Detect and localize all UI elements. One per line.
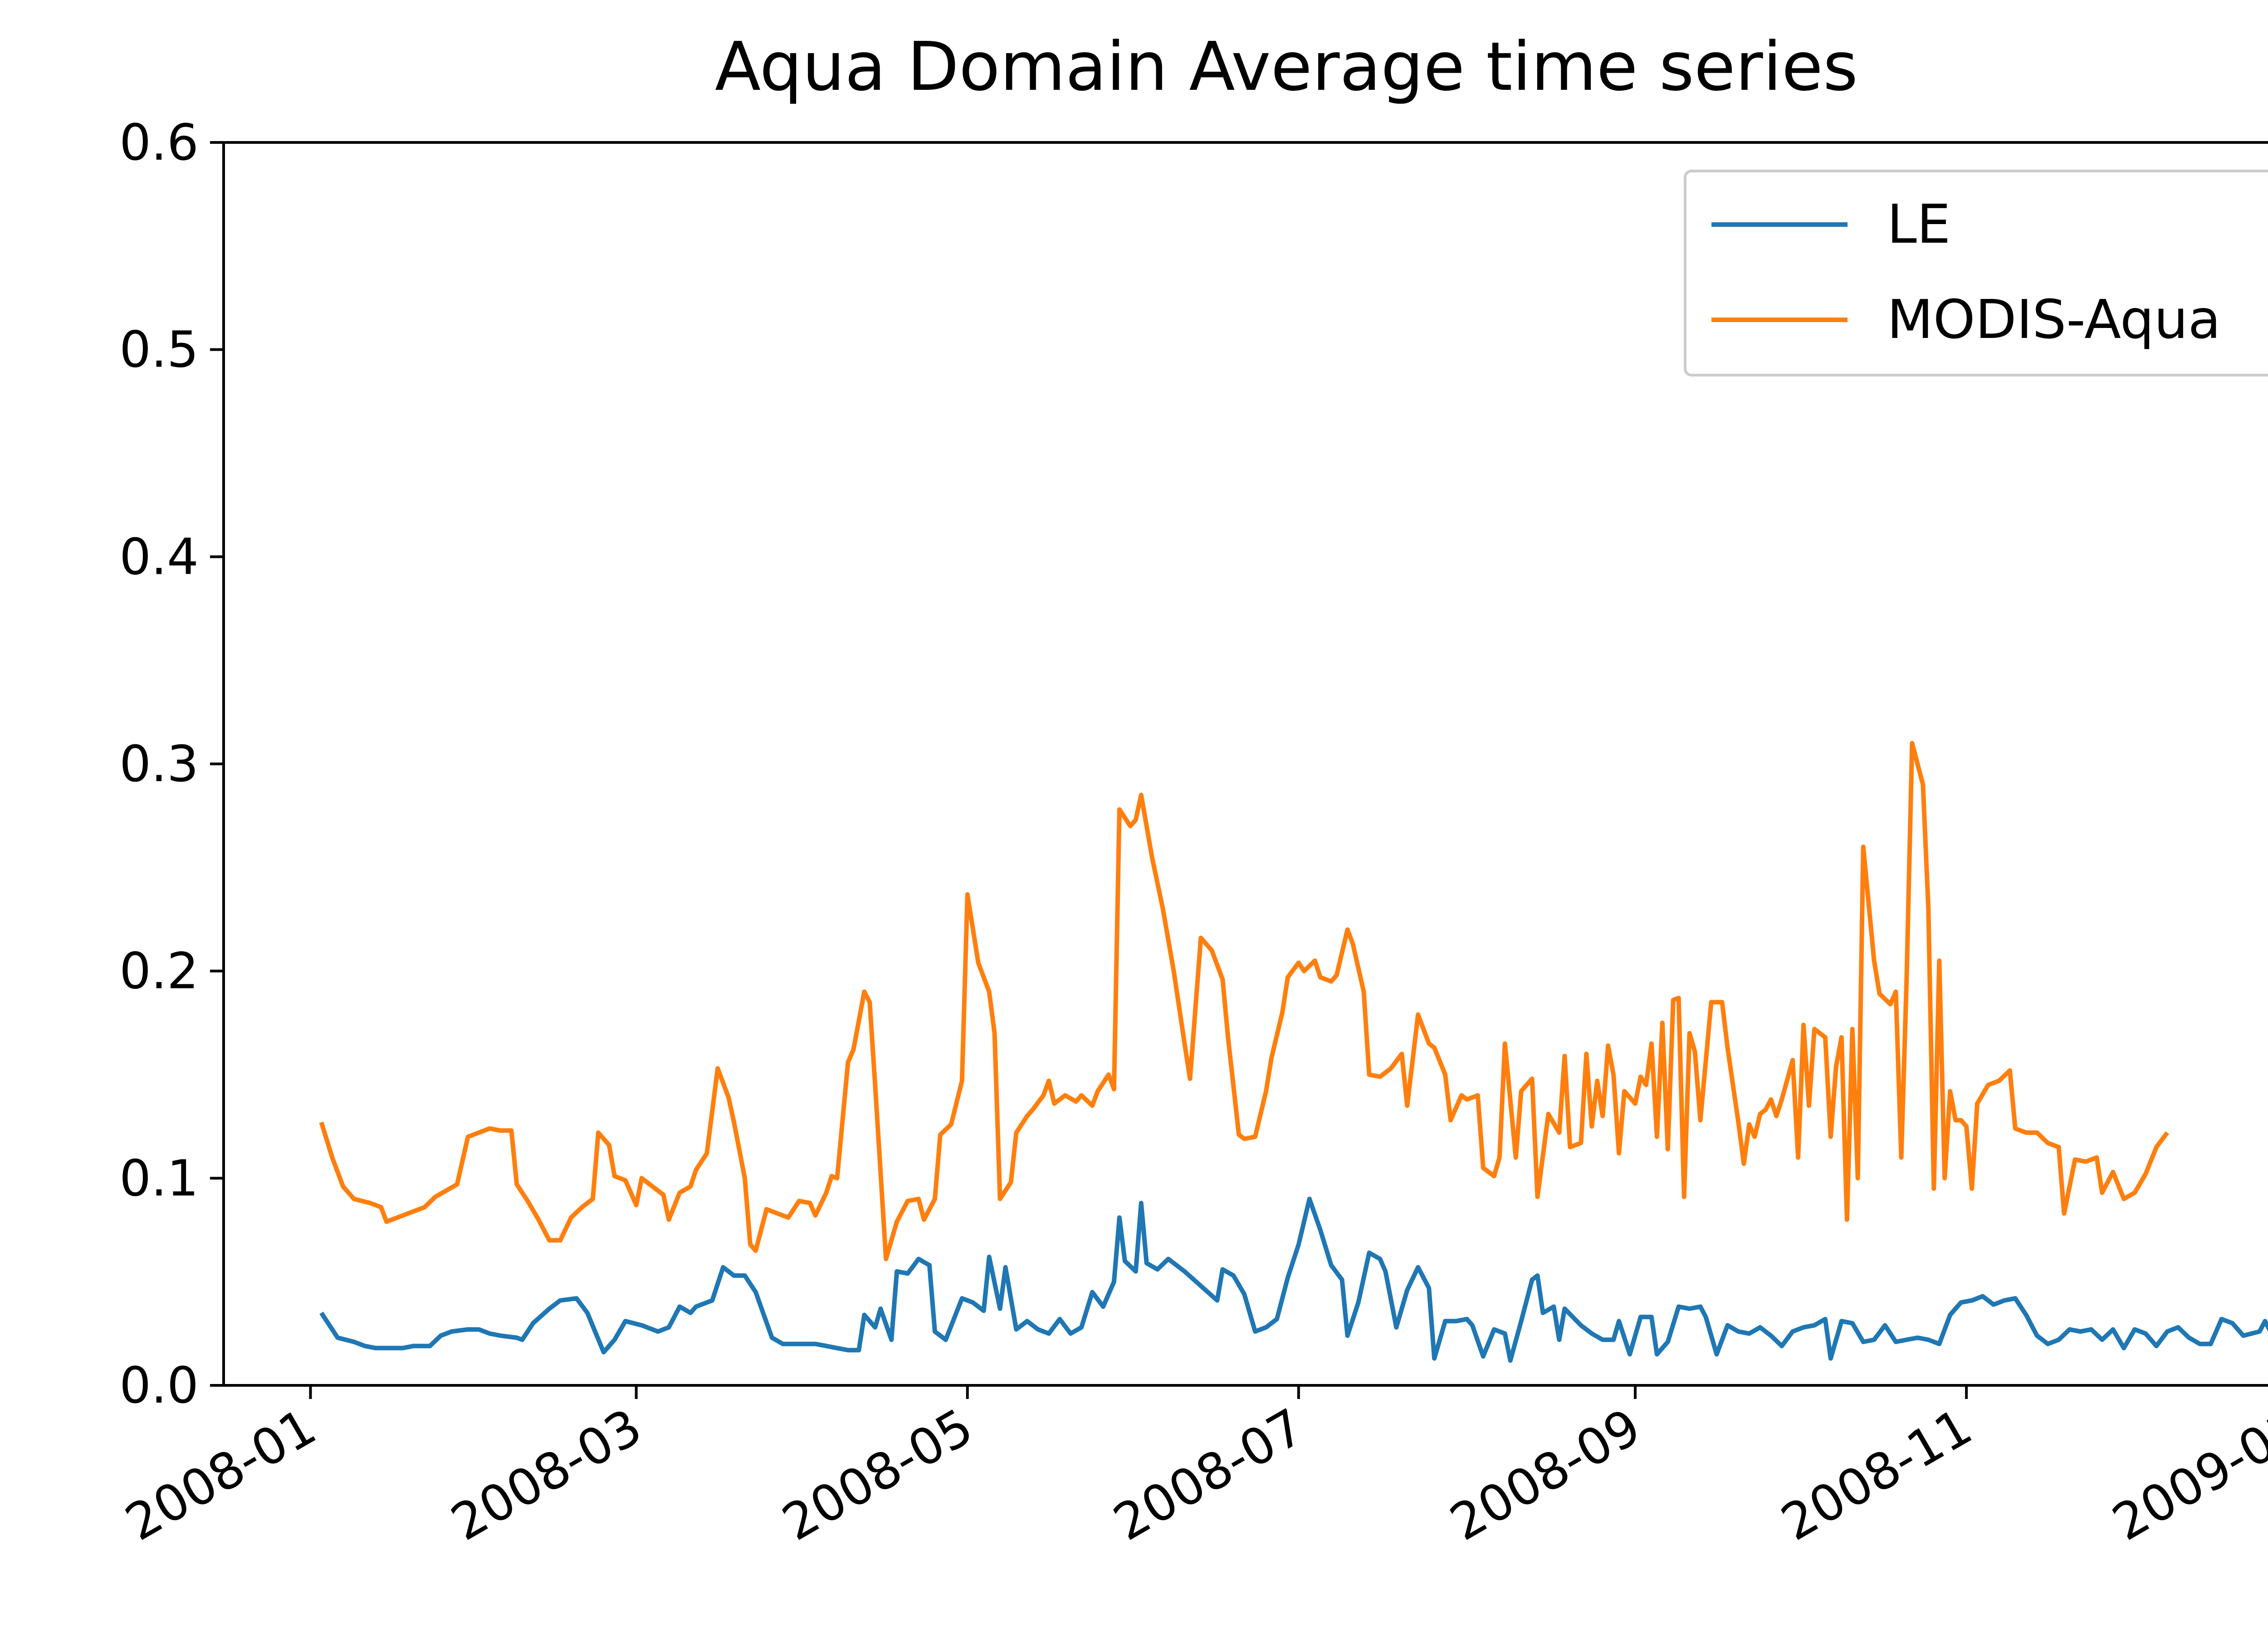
y-tick-label-0: 0.0 xyxy=(119,1356,199,1414)
y-tick-label-4: 0.4 xyxy=(119,528,199,586)
series-line-modis-aqua xyxy=(319,741,2169,1262)
y-axis: 0.0 0.1 0.2 0.3 0.4 0.5 0.6 xyxy=(119,113,224,1414)
series-layer xyxy=(319,741,2268,1363)
y-tick-label-1: 0.1 xyxy=(119,1149,199,1207)
legend-label-0: LE xyxy=(1887,193,1950,255)
chart-title: Aqua Domain Average time series xyxy=(715,28,1858,106)
y-tick-label-2: 0.2 xyxy=(119,942,199,1000)
legend-label-1: MODIS-Aqua xyxy=(1887,288,2221,351)
y-tick-label-3: 0.3 xyxy=(119,735,199,793)
y-tick-label-5: 0.5 xyxy=(119,321,199,379)
legend-box xyxy=(1684,170,2268,377)
series-line-le xyxy=(319,1197,2268,1363)
y-tick-label-6: 0.6 xyxy=(119,113,199,171)
plot-frame xyxy=(222,141,2268,1387)
legend: LE MODIS-Aqua xyxy=(1684,170,2268,377)
